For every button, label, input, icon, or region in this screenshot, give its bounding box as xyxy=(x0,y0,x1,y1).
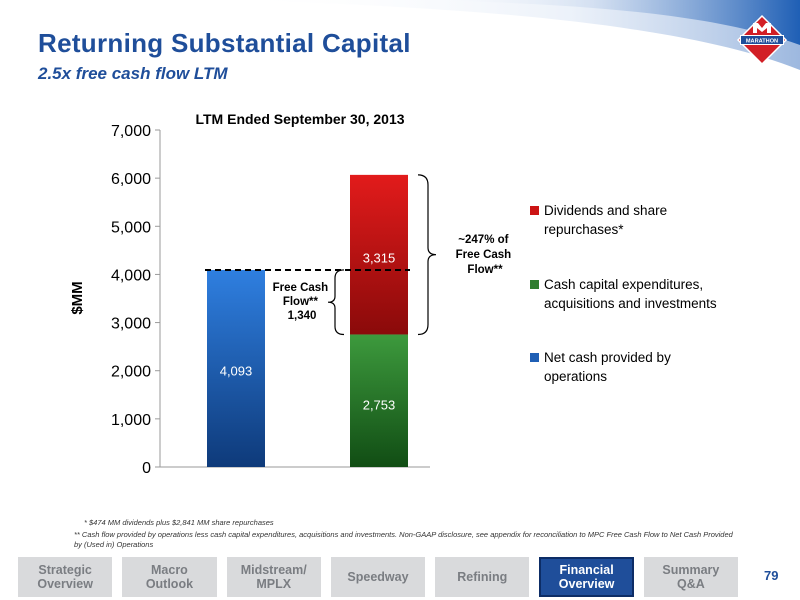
page-number: 79 xyxy=(764,568,779,583)
y-tick-label: 5,000 xyxy=(111,219,151,236)
y-tick-label: 4,000 xyxy=(111,267,151,284)
legend-entry: Net cash provided by operations xyxy=(544,350,671,384)
legend-entry: Dividends and share repurchases* xyxy=(544,203,667,237)
y-axis-label: $MM xyxy=(69,281,86,314)
footnote-free-cash-flow: ** Cash flow provided by operations less… xyxy=(74,530,733,549)
free-cash-flow-brace xyxy=(327,269,345,336)
bar-2-cash-capital-expenditures-acquisitions-and-investments xyxy=(350,334,408,467)
chart-title: LTM Ended September 30, 2013 xyxy=(195,111,404,127)
nav-strategic-overview[interactable]: Strategic Overview xyxy=(18,557,113,597)
nav-financial-overview[interactable]: Financial Overview xyxy=(539,557,634,597)
free-cash-flow-annotation: Free Cash Flow** 1,340 xyxy=(273,282,332,322)
fcf-ratio-annotation: ~247% of Free Cash Flow** xyxy=(456,234,515,276)
legend-swatch xyxy=(530,206,539,215)
logo-wordmark: MARATHON xyxy=(746,39,778,45)
nav-refining[interactable]: Refining xyxy=(435,557,530,597)
y-tick-label: 3,000 xyxy=(111,316,151,333)
y-tick-label: 2,000 xyxy=(111,364,151,381)
legend-swatch xyxy=(530,353,539,362)
bar-2-dividends-and-share-repurchases xyxy=(350,174,408,335)
nav-speedway[interactable]: Speedway xyxy=(330,557,426,597)
bar-2-value-label: 2,753 xyxy=(363,397,396,412)
bar-2-value-label: 3,315 xyxy=(363,251,396,266)
bar-1-net-cash-provided-by-operations xyxy=(207,269,265,467)
marathon-logo: MARATHON xyxy=(736,14,788,66)
y-tick-label: 7,000 xyxy=(111,123,151,140)
section-nav: Strategic Overview Macro Outlook Midstre… xyxy=(18,557,739,597)
fcf-ratio-brace xyxy=(417,174,437,336)
legend-entry: Cash capital expenditures, acquisitions a… xyxy=(544,277,717,311)
bar-1-value-label: 4,093 xyxy=(220,364,253,379)
y-tick-label: 0 xyxy=(142,460,151,477)
page-subtitle: 2.5x free cash flow LTM xyxy=(38,64,228,83)
page-title: Returning Substantial Capital xyxy=(38,28,411,58)
y-tick-label: 1,000 xyxy=(111,412,151,429)
header-swoosh xyxy=(230,0,800,70)
legend-swatch xyxy=(530,280,539,289)
y-tick-label: 6,000 xyxy=(111,171,151,188)
nav-macro-outlook[interactable]: Macro Outlook xyxy=(122,557,217,597)
nav-summary-qa[interactable]: Summary Q&A xyxy=(643,557,739,597)
nav-midstream-mplx[interactable]: Midstream/ MPLX xyxy=(226,557,321,597)
footnote-dividends: * $474 MM dividends plus $2,841 MM share… xyxy=(84,518,274,527)
